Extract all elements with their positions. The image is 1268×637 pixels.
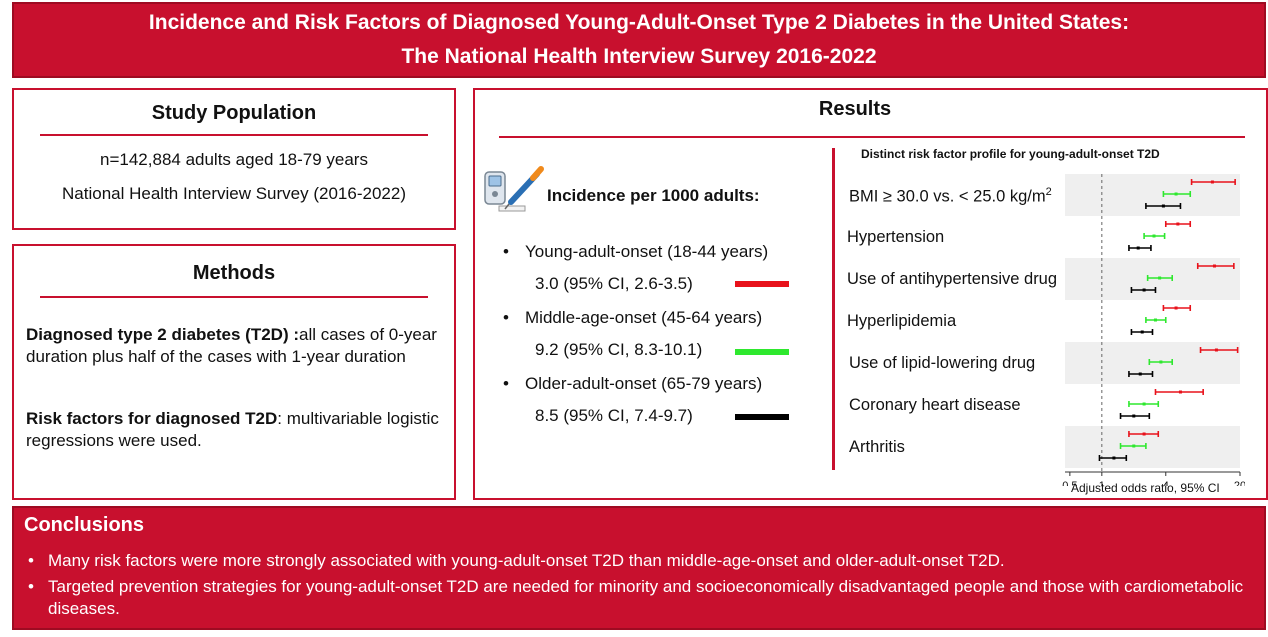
forest-factor-label: Use of antihypertensive drug [847,270,1058,288]
study-population-divider [40,134,428,136]
forest-point-estimate [1214,348,1218,352]
forest-point-estimate [1159,360,1163,364]
forest-point-estimate [1176,222,1180,226]
study-population-source: National Health Interview Survey (2016-2… [62,184,406,203]
incidence-older-value: 8.5 (95% CI, 7.4-9.7) [535,406,693,425]
study-population-panel: Study Population n=142,884 adults aged 1… [12,88,456,230]
bullet: • [503,308,509,327]
methods-divider [40,296,428,298]
forest-point-estimate [1174,192,1178,196]
methods-risk-factors-text: : multivariable logistic regressions wer… [26,409,439,450]
forest-point-estimate [1136,246,1140,250]
methods-heading: Methods [192,262,276,284]
forest-factor-label: Hypertension [847,228,945,246]
forest-plot: 0.5 1 4 20 [1062,174,1245,486]
results-panel: Results Incidence per 1000 adults: • Youn… [473,88,1268,500]
conclusion-item: • Targeted prevention strategies for youn… [28,576,1248,620]
bullet: • [28,577,34,596]
bullet: • [503,242,509,261]
bullet: • [503,374,509,393]
title-line-2: The National Health Interview Survey 201… [401,45,877,68]
incidence-group-young-label: Young-adult-onset (18-44 years) [525,242,769,261]
conclusion-item-text: Many risk factors were more strongly ass… [48,551,1005,570]
incidence-group-older-label: Older-adult-onset (65-79 years) [525,374,763,393]
incidence-group-middle-label: Middle-age-onset (45-64 years) [525,308,763,327]
forest-factor-label: BMI ≥ 30.0 vs. < 25.0 kg/m2 [849,186,1052,206]
forest-factor-label: Use of lipid-lowering drug [849,354,1036,372]
methods-t2d-definition-text: all cases of 0-year duration plus half o… [26,325,437,366]
conclusions-heading: Conclusions [24,514,145,536]
incidence-title: Incidence per 1000 adults: [547,186,760,205]
methods-risk-factors-label: Risk factors for diagnosed T2D [26,409,278,428]
incidence-group-older: • Older-adult-onset (65-79 years) [503,374,762,394]
incidence-group-middle: • Middle-age-onset (45-64 years) [503,308,762,328]
forest-point-estimate [1212,264,1216,268]
forest-point-estimate [1132,444,1136,448]
results-vertical-divider [832,148,835,470]
forest-point-estimate [1153,318,1157,322]
forest-point-estimate [1210,180,1214,184]
forest-point-estimate [1161,204,1165,208]
forest-factor-label-superscript: 2 [1045,186,1052,198]
forest-point-estimate [1158,276,1162,280]
forest-point-estimate [1132,414,1136,418]
bullet: • [28,551,34,570]
forest-row-shading [1065,426,1240,468]
forest-point-estimate [1178,390,1182,394]
methods-panel: Methods Diagnosed type 2 diabetes (T2D) … [12,244,456,500]
results-heading: Results [818,98,892,120]
title-line-1: Incidence and Risk Factors of Diagnosed … [148,11,1130,34]
forest-point-estimate [1142,402,1146,406]
forest-x-axis-label: Adjusted odds ratio, 95% CI [1071,481,1220,495]
forest-row-shading [1065,258,1240,300]
incidence-young-value: 3.0 (95% CI, 2.6-3.5) [535,274,693,293]
forest-factor-label: Arthritis [849,438,905,456]
methods-t2d-definition-label: Diagnosed type 2 diabetes (T2D) : [26,325,299,344]
forest-point-estimate [1112,456,1116,460]
methods-t2d-definition: Diagnosed type 2 diabetes (T2D) :all cas… [26,324,442,368]
title-banner: Incidence and Risk Factors of Diagnosed … [12,2,1266,78]
forest-factor-label: Hyperlipidemia [847,312,957,330]
forest-factor-label: Coronary heart disease [849,396,1021,414]
forest-point-estimate [1152,234,1156,238]
results-divider [499,136,1245,138]
forest-point-estimate [1140,330,1144,334]
study-population-heading: Study Population [151,102,317,124]
forest-plot-title: Distinct risk factor profile for young-a… [861,147,1160,161]
incidence-middle-value: 9.2 (95% CI, 8.3-10.1) [535,340,703,359]
conclusion-item-text: Targeted prevention strategies for young… [48,577,1244,618]
forest-x-tick-label: 0.5 [1062,480,1077,486]
incidence-group-young: • Young-adult-onset (18-44 years) [503,242,768,262]
glucose-meter-and-insulin-pen-icon [484,166,544,212]
forest-row-shading [1065,342,1240,384]
forest-point-estimate [1174,306,1178,310]
incidence-middle-swatch [735,349,789,355]
study-population-sample: n=142,884 adults aged 18-79 years [100,150,368,169]
forest-x-tick-label: 4 [1163,480,1169,486]
incidence-older-swatch [735,414,789,420]
forest-row-shading [1065,174,1240,216]
methods-risk-factors: Risk factors for diagnosed T2D: multivar… [26,408,442,452]
forest-x-tick-label: 1 [1099,480,1105,486]
incidence-young-swatch [735,281,789,287]
conclusions-banner: Conclusions • Many risk factors were more… [12,506,1266,630]
conclusion-item: • Many risk factors were more strongly as… [28,550,1248,572]
forest-point-estimate [1142,288,1146,292]
forest-x-tick-label: 20 [1234,480,1245,486]
forest-point-estimate [1142,432,1146,436]
forest-point-estimate [1138,372,1142,376]
